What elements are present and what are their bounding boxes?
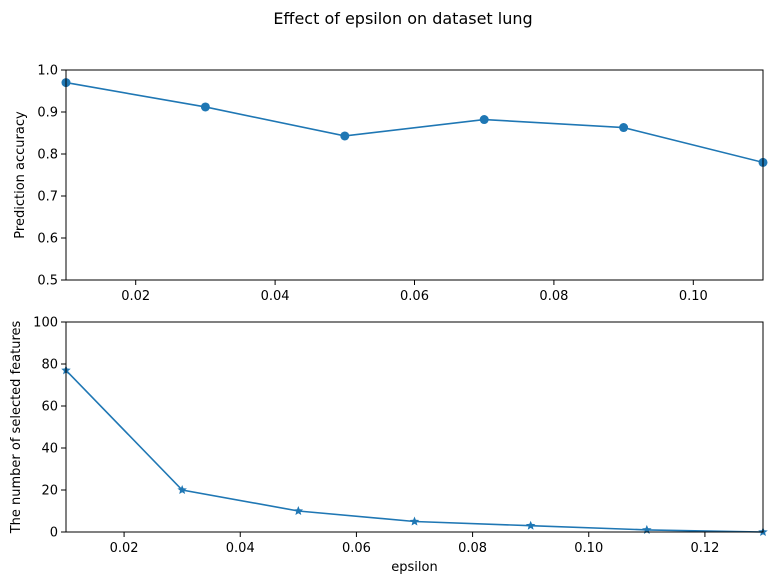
data-point — [340, 131, 350, 141]
x-tick-label: 0.12 — [690, 541, 719, 556]
x-tick-label: 0.04 — [261, 289, 290, 304]
features-plot: 0.02 0.04 0.06 0.08 0.10 0.12 0 20 40 60 80 100 The … — [9, 316, 768, 575]
y-tick-label: 0.5 — [37, 274, 58, 289]
data-point — [293, 506, 304, 516]
y-tick-label: 0 — [50, 526, 58, 541]
x-tick-label: 0.08 — [458, 541, 487, 556]
y-tick-label: 80 — [41, 358, 58, 373]
x-tick-label: 0.08 — [539, 289, 568, 304]
accuracy-plot: 0.02 0.04 0.06 0.08 0.10 0.5 0.6 0.7 0.8 0.9 1.0 Pr… — [13, 64, 768, 304]
y-tick-label: 0.6 — [37, 232, 58, 247]
y-axis-label: The number of selected features — [9, 320, 24, 534]
data-point — [177, 485, 187, 495]
y-tick-label: 1.0 — [37, 64, 58, 79]
x-axis-label: epsilon — [391, 560, 437, 575]
x-tick-label: 0.06 — [400, 289, 429, 304]
x-tick-label: 0.02 — [121, 289, 150, 304]
x-tick-label: 0.06 — [342, 541, 371, 556]
y-tick-label: 0.7 — [37, 190, 58, 205]
data-point — [642, 524, 652, 534]
y-tick-label: 0.8 — [37, 148, 58, 163]
data-point — [619, 123, 629, 133]
data-point — [200, 102, 210, 112]
series-line — [65, 81, 764, 164]
data-point — [409, 516, 420, 526]
axes-frame — [65, 321, 764, 533]
y-tick-label: 60 — [41, 400, 58, 415]
data-point — [479, 115, 489, 125]
x-tick-label: 0.02 — [110, 541, 139, 556]
y-tick-label: 100 — [33, 316, 58, 331]
axes-frame — [65, 69, 764, 281]
y-tick-label: 40 — [41, 442, 58, 457]
x-tick-label: 0.10 — [574, 541, 603, 556]
y-axis-label: Prediction accuracy — [13, 111, 28, 239]
data-point — [525, 520, 536, 530]
y-tick-label: 0.9 — [37, 106, 58, 121]
x-tick-label: 0.04 — [226, 541, 255, 556]
x-tick-label: 0.10 — [679, 289, 708, 304]
figure-title: Effect of epsilon on dataset lung — [273, 9, 532, 28]
y-tick-label: 20 — [41, 484, 58, 499]
